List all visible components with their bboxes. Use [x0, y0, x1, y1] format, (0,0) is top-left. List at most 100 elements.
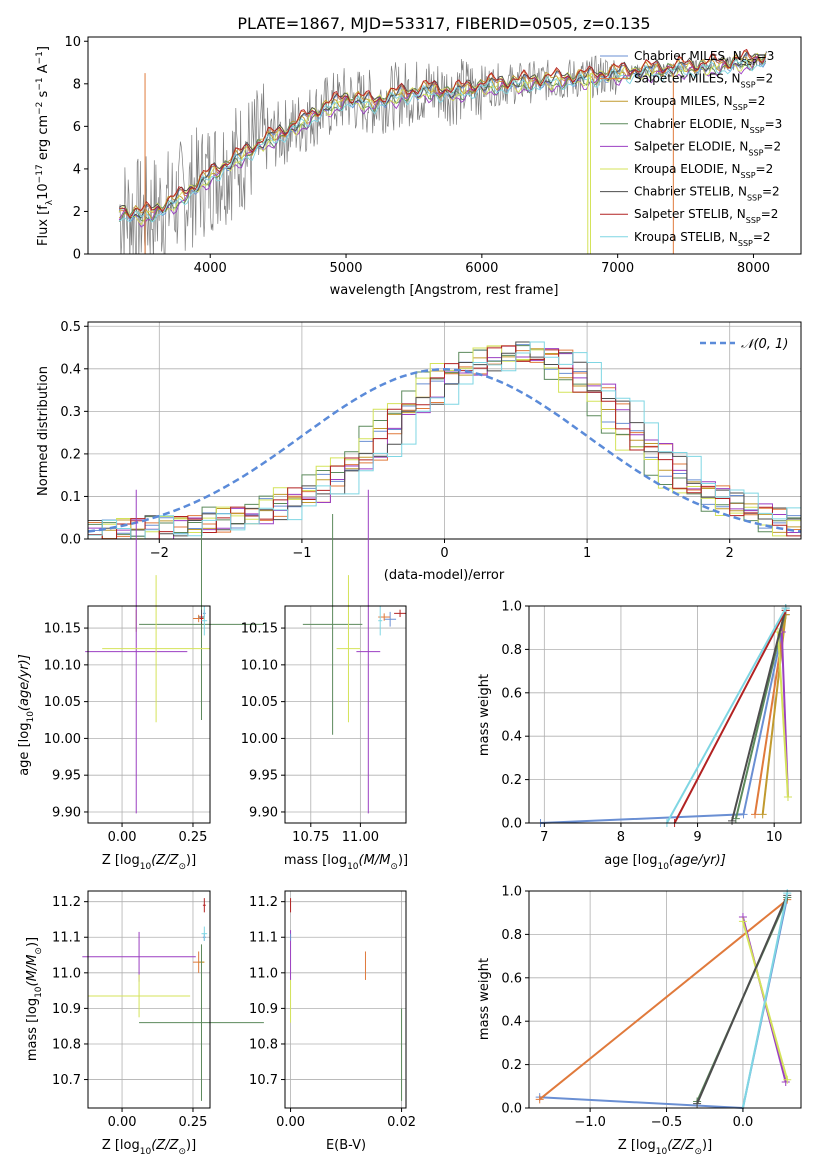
- massweight-line: [754, 614, 787, 815]
- mass-vs-z-panel: 0.00 0.25 10.7 10.8 10.9 11.0 11.1 11.2 Z [log1…: [25, 890, 264, 1157]
- y-tick-label: 0.4: [501, 730, 522, 745]
- y-tick-label: 0.6: [501, 686, 522, 701]
- gaussian-legend-label: 𝒩(0, 1): [741, 337, 788, 352]
- spectrum-panel: 4000 5000 6000 7000 8000 0 2 4 6 8 10 Chabrier MIL…: [35, 35, 802, 298]
- massweight-line: [741, 892, 789, 1109]
- massweight-line: [731, 607, 787, 822]
- y-tick-label: 10.05: [44, 695, 81, 710]
- legend-label: Kroupa MILES, NSSP=2: [634, 94, 765, 112]
- y-tick-label: 10.15: [241, 622, 278, 637]
- spectrum-legend: Chabrier MILES, NSSP=3 Salpeter MILES, NS…: [600, 49, 782, 247]
- y-tick-label: 0.4: [60, 362, 81, 377]
- x-tick-label: 10.75: [292, 830, 329, 845]
- massweight-line: [696, 894, 789, 1105]
- legend-label: Salpeter STELIB, NSSP=2: [634, 207, 778, 225]
- y-tick-label: 10.05: [241, 695, 278, 710]
- y-tick-label: 10.00: [44, 732, 81, 747]
- y-tick-label: 0.6: [501, 971, 522, 986]
- y-tick-label: 10.15: [44, 622, 81, 637]
- y-tick-label: 10: [64, 35, 81, 50]
- massweight-z-xlabel: Z [log10(Z/Z⊙)]: [618, 1138, 712, 1157]
- y-tick-label: 9.95: [52, 769, 81, 784]
- massweight-line: [673, 609, 787, 824]
- y-tick-label: 1.0: [501, 885, 522, 900]
- y-tick-label: 9.90: [249, 805, 278, 820]
- y-tick-label: 10.9: [249, 1002, 278, 1017]
- x-tick-label: 0.00: [108, 830, 137, 845]
- massweight-z-ylabel: mass weight: [477, 958, 492, 1040]
- massweight-marker: [751, 810, 760, 819]
- y-tick-label: 11.2: [249, 895, 278, 910]
- y-tick-label: 10.8: [52, 1037, 81, 1052]
- x-tick-label: 7: [540, 830, 548, 845]
- x-tick-label: 11.00: [342, 830, 379, 845]
- legend-label: Kroupa STELIB, NSSP=2: [634, 230, 771, 248]
- y-tick-label: 0.2: [501, 773, 522, 788]
- y-tick-label: 10.00: [241, 732, 278, 747]
- y-tick-label: 10.9: [52, 1002, 81, 1017]
- ebv-xlabel: E(B-V): [326, 1138, 366, 1153]
- massweight-age-ylabel: mass weight: [477, 674, 492, 756]
- x-tick-label: −1: [292, 546, 311, 561]
- massweight-marker: [693, 1099, 702, 1108]
- x-tick-label: 7000: [601, 261, 634, 276]
- x-tick-label: 1: [583, 546, 591, 561]
- y-tick-label: 11.2: [52, 895, 81, 910]
- legend-label: Chabrier ELODIE, NSSP=3: [634, 117, 782, 135]
- y-tick-label: 0.8: [501, 928, 522, 943]
- y-tick-label: 0.0: [501, 817, 522, 832]
- y-tick-label: 11.0: [249, 966, 278, 981]
- legend-label: Salpeter MILES, NSSP=2: [634, 72, 773, 90]
- massweight-age-xlabel: age [log10(age/yr)]: [604, 853, 726, 872]
- y-tick-label: 8: [73, 77, 81, 92]
- x-tick-label: 10: [766, 830, 783, 845]
- y-tick-label: 0.1: [60, 490, 81, 505]
- y-tick-label: 10.7: [249, 1073, 278, 1088]
- histogram-ylabel: Normed distribution: [36, 366, 51, 496]
- y-tick-label: 0.2: [501, 1058, 522, 1073]
- y-tick-label: 0.0: [501, 1102, 522, 1117]
- y-tick-label: 2: [73, 205, 81, 220]
- y-tick-label: 10.10: [241, 658, 278, 673]
- massweight-line: [666, 607, 787, 824]
- x-tick-label: 0.25: [179, 1115, 208, 1130]
- y-tick-label: 0: [73, 248, 81, 263]
- y-tick-label: 11.0: [52, 966, 81, 981]
- y-tick-label: 11.1: [52, 931, 81, 946]
- massweight-vs-age-panel: 7 8 9 10 0.0 0.2 0.4 0.6 0.8 1.0 age [log10(age/y…: [477, 600, 802, 872]
- model-spectrum-line: [119, 48, 767, 219]
- age-vs-z-panel: 0.00 0.25 9.90 9.95 10.00 10.05 10.10 10.15 Z […: [17, 489, 264, 872]
- mass-ylabel: mass [log10(M/M⊙)]: [25, 937, 44, 1061]
- histogram-xlabel: (data-model)/error: [384, 568, 505, 583]
- y-tick-label: 9.95: [249, 769, 278, 784]
- model-spectrum-line: [119, 58, 767, 223]
- y-tick-label: 0.2: [60, 447, 81, 462]
- x-tick-label: 8000: [737, 261, 770, 276]
- y-tick-label: 11.1: [249, 931, 278, 946]
- y-tick-label: 4: [73, 162, 81, 177]
- residual-histogram-panel: −2 −1 0 1 2 0.0 0.1 0.2 0.3 0.4 0.5 𝒩(0, 1) (data-…: [36, 320, 802, 583]
- age-vs-mass-xlabel: mass [log10(M/M⊙)]: [284, 853, 408, 872]
- x-tick-label: 4000: [194, 261, 227, 276]
- x-tick-label: 5000: [329, 261, 362, 276]
- legend-label: Chabrier MILES, NSSP=3: [634, 49, 774, 67]
- figure-title: PLATE=1867, MJD=53317, FIBERID=0505, z=0…: [237, 14, 650, 33]
- spectrum-xlabel: wavelength [Angstrom, rest frame]: [330, 283, 559, 298]
- y-tick-label: 10.8: [249, 1037, 278, 1052]
- x-tick-label: 0.00: [276, 1115, 305, 1130]
- y-tick-label: 0.0: [60, 533, 81, 548]
- massweight-marker: [738, 917, 747, 926]
- massweight-marker: [783, 792, 792, 801]
- y-tick-label: 9.90: [52, 805, 81, 820]
- massweight-marker: [739, 810, 748, 819]
- y-tick-label: 0.8: [501, 643, 522, 658]
- x-tick-label: 0.02: [387, 1115, 416, 1130]
- spectrum-ylabel: Flux [fλ10−17 erg cm−2 s−1 A−1]: [35, 46, 55, 246]
- massweight-vs-z-panel: −1.0 −0.5 0.0 0.0 0.2 0.4 0.6 0.8 1.0 Z [log10(Z…: [477, 885, 802, 1157]
- y-tick-label: 0.4: [501, 1015, 522, 1030]
- x-tick-label: 8: [617, 830, 625, 845]
- model-spectrum-line: [118, 55, 766, 228]
- x-tick-label: −1.0: [574, 1115, 606, 1130]
- x-tick-label: 6000: [465, 261, 498, 276]
